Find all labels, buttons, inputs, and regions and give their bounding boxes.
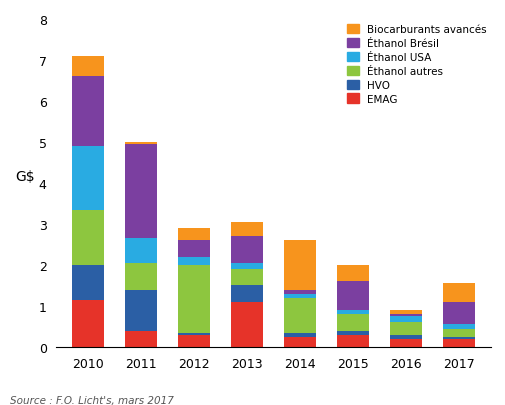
Bar (284, 298, 316, 333)
Bar (442, 325, 474, 329)
Bar (125, 290, 157, 331)
Bar (389, 314, 421, 316)
Bar (72, 300, 104, 347)
Bar (389, 310, 421, 314)
Bar (178, 333, 210, 335)
Bar (389, 339, 421, 347)
Bar (72, 265, 104, 300)
Y-axis label: G$: G$ (15, 170, 34, 183)
Bar (337, 331, 368, 335)
Bar (337, 265, 368, 282)
Bar (231, 302, 263, 347)
Bar (72, 57, 104, 77)
Bar (284, 294, 316, 298)
Bar (178, 228, 210, 241)
Bar (337, 282, 368, 310)
Bar (231, 269, 263, 286)
Bar (178, 265, 210, 333)
Bar (231, 263, 263, 269)
Bar (178, 241, 210, 257)
Bar (442, 337, 474, 339)
Text: Source : F.O. Licht's, mars 2017: Source : F.O. Licht's, mars 2017 (10, 395, 174, 405)
Bar (72, 147, 104, 210)
Bar (337, 314, 368, 331)
Bar (337, 335, 368, 347)
Bar (125, 143, 157, 145)
Bar (284, 333, 316, 337)
Bar (389, 335, 421, 339)
Bar (231, 222, 263, 237)
Bar (72, 77, 104, 147)
Bar (284, 241, 316, 290)
Bar (284, 290, 316, 294)
Bar (125, 145, 157, 239)
Bar (442, 339, 474, 347)
Bar (231, 286, 263, 302)
Bar (442, 284, 474, 302)
Bar (178, 257, 210, 265)
Legend: Biocarburants avancés, Éthanol Brésil, Éthanol USA, Éthanol autres, HVO, EMAG: Biocarburants avancés, Éthanol Brésil, É… (343, 22, 489, 107)
Bar (72, 210, 104, 265)
Bar (178, 335, 210, 347)
Bar (337, 310, 368, 314)
Bar (125, 331, 157, 347)
Bar (125, 263, 157, 290)
Bar (125, 239, 157, 263)
Bar (284, 337, 316, 347)
Bar (389, 316, 421, 323)
Bar (442, 302, 474, 325)
Bar (389, 323, 421, 335)
Bar (442, 329, 474, 337)
Bar (231, 237, 263, 263)
